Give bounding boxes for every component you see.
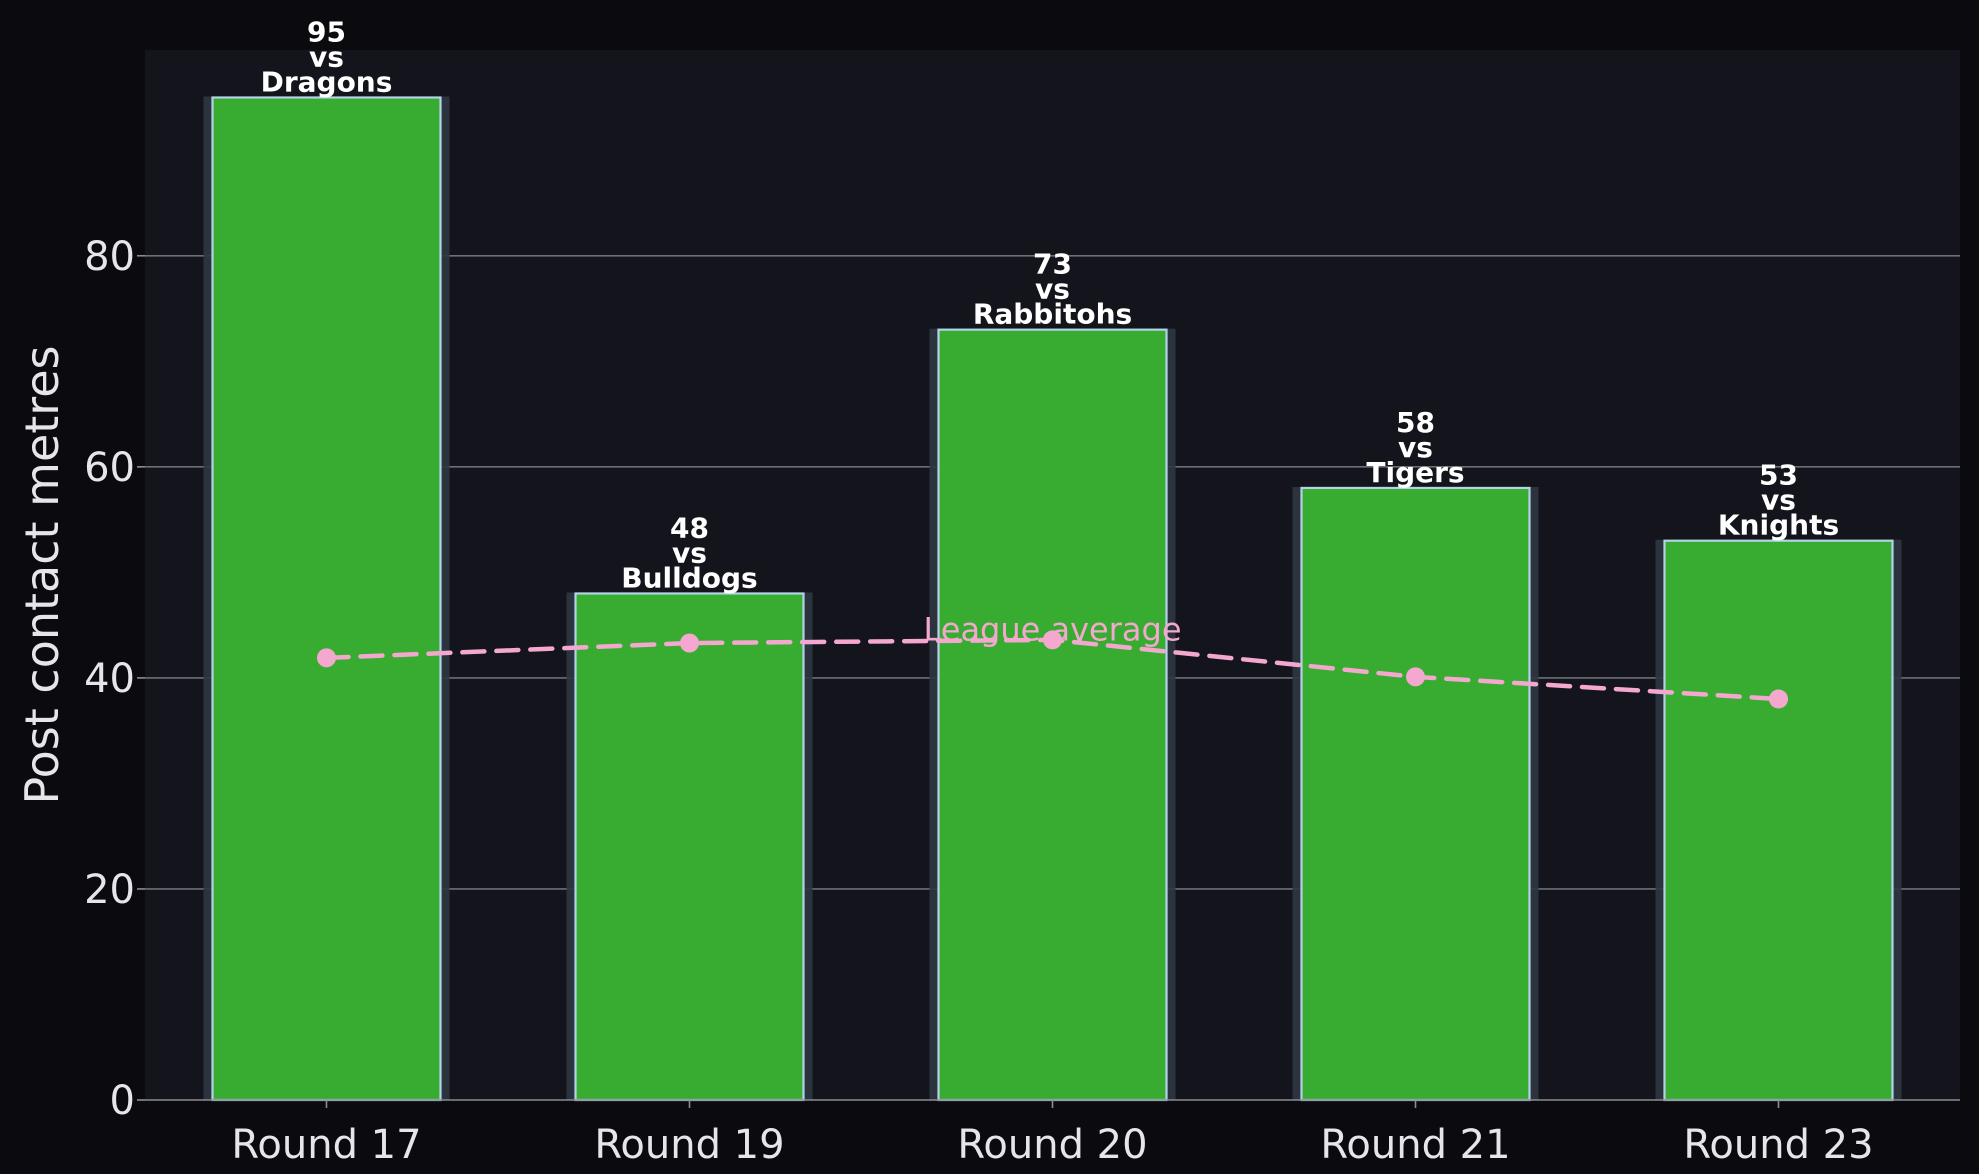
x-tick-label: Round 23: [1683, 1122, 1873, 1168]
y-tick-label: 80: [84, 234, 135, 280]
league-average-point: [317, 648, 336, 668]
bars-layer: [203, 96, 1902, 1102]
league-average-layer: League average: [317, 610, 1788, 709]
bar-opponent-label: Dragons: [261, 65, 393, 98]
bar-value-label: 95: [307, 15, 346, 48]
x-tick-label: Round 21: [1320, 1122, 1510, 1168]
bar-vs-label: vs: [1398, 431, 1433, 464]
bar: [574, 592, 805, 1102]
bar-opponent-label: Bulldogs: [621, 561, 757, 594]
y-tick-label: 0: [110, 1078, 135, 1124]
league-average-point: [1406, 667, 1425, 687]
bar-vs-label: vs: [309, 40, 344, 73]
y-tick-label: 60: [84, 445, 135, 491]
bar: [937, 328, 1168, 1102]
bar-labels-layer: 95vsDragons48vsBulldogs73vsRabbitohs58vs…: [261, 15, 1840, 594]
bar: [1663, 539, 1894, 1102]
league-average-point: [1769, 689, 1788, 709]
axes-layer: Round 17 Round 19 Round 20 Round 21 Round 23…: [84, 234, 1960, 1168]
bar-opponent-label: Tigers: [1366, 456, 1464, 489]
bar-vs-label: vs: [672, 536, 707, 569]
y-tick-label: 20: [84, 867, 135, 913]
bar-vs-label: vs: [1761, 484, 1796, 517]
x-tick-label: Round 17: [231, 1122, 421, 1168]
league-average-annotation: League average: [923, 610, 1181, 648]
bar-opponent-label: Rabbitohs: [973, 298, 1132, 331]
league-average-point: [1043, 630, 1062, 650]
bar-opponent-label: Knights: [1718, 509, 1839, 542]
bar: [1300, 486, 1531, 1102]
bar-value-label: 48: [670, 511, 709, 544]
bar-value-label: 58: [1396, 406, 1435, 439]
x-tick-label: Round 20: [957, 1122, 1147, 1168]
bar-value-label: 53: [1759, 459, 1798, 492]
x-tick-label: Round 19: [594, 1122, 784, 1168]
league-average-point: [680, 633, 699, 653]
y-tick-label: 40: [84, 656, 135, 702]
bar-vs-label: vs: [1035, 273, 1070, 306]
y-axis-label: Post contact metres: [15, 346, 69, 805]
bar-value-label: 73: [1033, 248, 1072, 281]
bar: [211, 96, 442, 1102]
